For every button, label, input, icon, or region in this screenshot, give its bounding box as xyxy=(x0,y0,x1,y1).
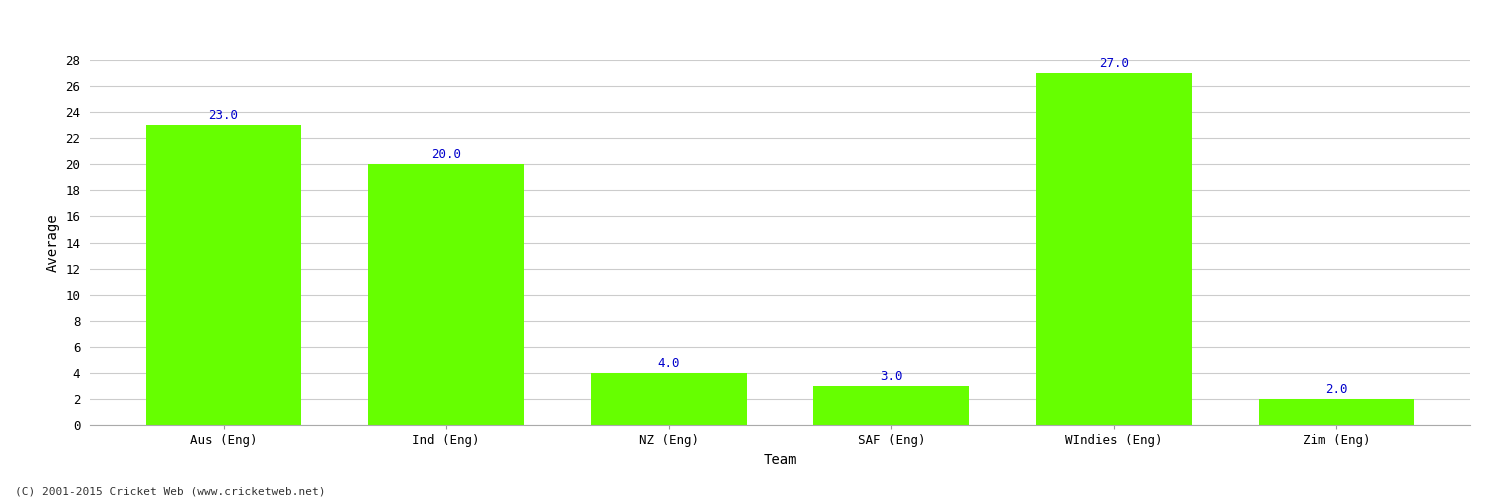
Text: 27.0: 27.0 xyxy=(1100,57,1130,70)
Text: 2.0: 2.0 xyxy=(1324,382,1347,396)
Text: 3.0: 3.0 xyxy=(880,370,903,382)
Text: 4.0: 4.0 xyxy=(657,356,680,370)
Y-axis label: Average: Average xyxy=(45,213,60,272)
Bar xyxy=(1258,399,1414,425)
Bar xyxy=(591,373,747,425)
Bar xyxy=(368,164,524,425)
Text: 20.0: 20.0 xyxy=(430,148,460,161)
Text: 23.0: 23.0 xyxy=(209,109,238,122)
Bar xyxy=(813,386,969,425)
Bar xyxy=(1036,73,1193,425)
X-axis label: Team: Team xyxy=(764,452,796,466)
Text: (C) 2001-2015 Cricket Web (www.cricketweb.net): (C) 2001-2015 Cricket Web (www.cricketwe… xyxy=(15,487,326,497)
Bar xyxy=(146,125,302,425)
